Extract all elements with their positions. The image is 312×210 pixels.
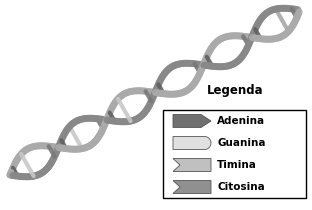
Text: Adenina: Adenina xyxy=(217,116,265,126)
Bar xyxy=(163,110,306,198)
Polygon shape xyxy=(173,159,211,172)
Text: Legenda: Legenda xyxy=(207,84,263,97)
Polygon shape xyxy=(173,181,211,193)
Text: Citosina: Citosina xyxy=(217,182,265,192)
Polygon shape xyxy=(173,136,211,150)
Text: Timina: Timina xyxy=(217,160,257,170)
Text: Guanina: Guanina xyxy=(217,138,266,148)
Polygon shape xyxy=(173,114,211,127)
